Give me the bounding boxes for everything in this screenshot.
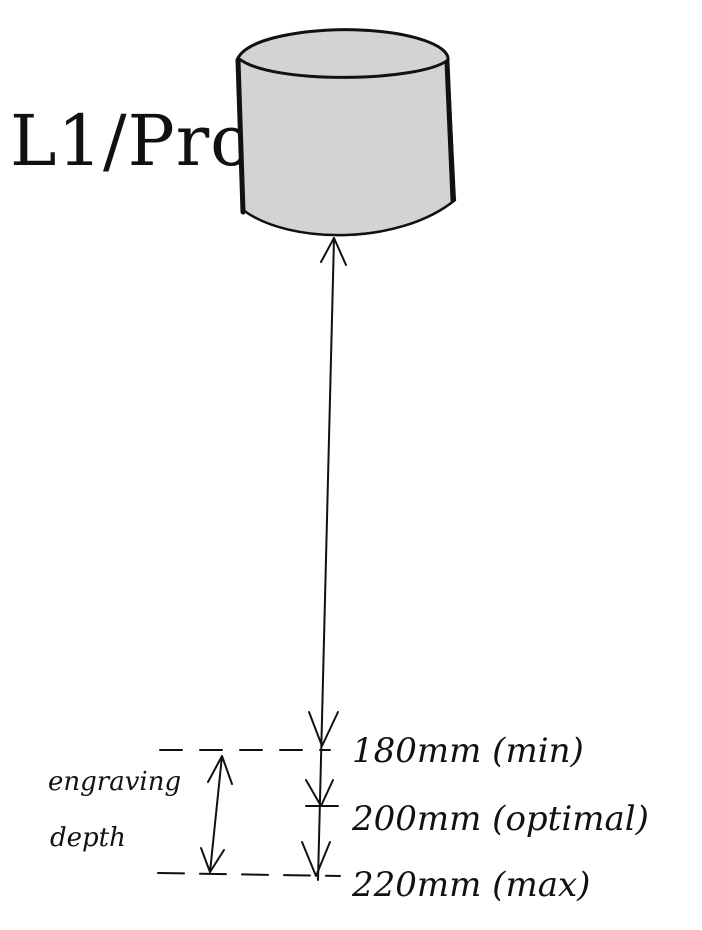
engraving-depth-line [209,755,223,873]
depth-arrowhead-up [207,755,233,785]
laser-module [235,28,457,237]
laser-module-bottom-rim [241,198,457,237]
laser-module-top [236,28,450,79]
dashed-line-max [157,872,341,877]
arrowhead-up [320,237,347,266]
distance-label-min: 180mm (min) [352,731,584,771]
arrowhead-max [301,841,331,877]
distance-label-optimal: 200mm (optimal) [351,799,649,839]
depth-arrowhead-down [200,847,225,873]
focus-distance-line [317,237,335,881]
arrowhead-min [308,711,339,747]
engraving-depth-label-line2: depth [50,823,126,853]
engraving-depth-label-line1: engraving [48,767,181,797]
focus-distance-arrow [301,237,347,881]
device-label: L1/Pro [10,100,253,182]
distance-label-max: 220mm (max) [351,865,590,905]
engraving-depth-arrow [200,755,233,873]
laser-module-right-edge [444,59,456,203]
laser-module-body [236,56,457,237]
laser-module-left-edge [235,57,246,215]
